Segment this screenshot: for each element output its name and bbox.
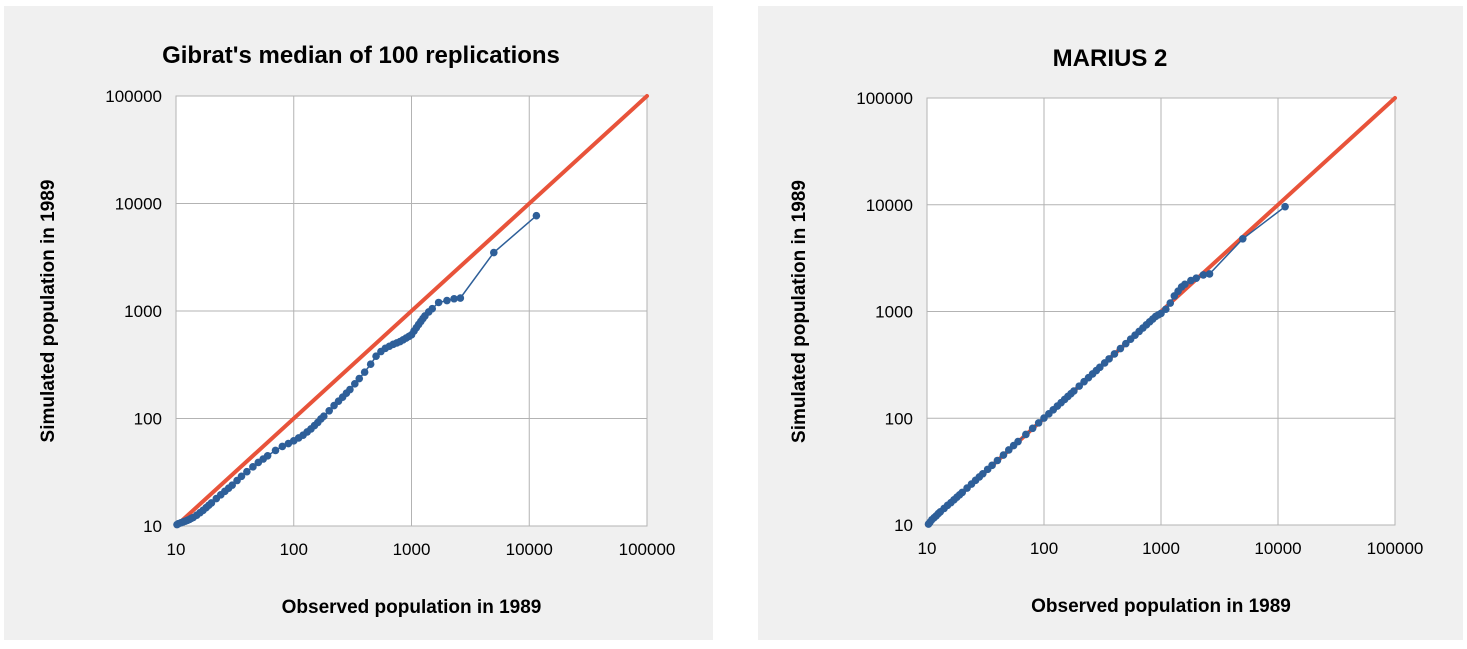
x-axis-label: Observed population in 1989 xyxy=(282,597,542,618)
data-point xyxy=(958,488,967,497)
data-point xyxy=(456,294,465,302)
data-point xyxy=(263,451,272,460)
chart-gibrat: 10 100 1000 10000 100000 10 100 1000 10000 100000… xyxy=(38,42,676,618)
x-tick-label: 10 xyxy=(918,539,937,558)
data-point xyxy=(1014,437,1022,446)
y-tick-label: 1000 xyxy=(875,303,913,322)
data-point xyxy=(988,461,996,470)
data-point xyxy=(1199,271,1208,279)
data-point xyxy=(979,469,987,478)
data-point xyxy=(1238,234,1247,243)
data-point xyxy=(207,499,216,507)
data-point xyxy=(450,294,458,303)
y-axis-label: Simulated population in 1989 xyxy=(789,180,810,443)
y-axis-label: Simulated population in 1989 xyxy=(38,180,59,443)
data-point xyxy=(1192,274,1201,283)
data-point xyxy=(346,385,354,394)
data-point xyxy=(443,296,451,305)
y-tick-label: 100 xyxy=(134,410,162,429)
x-tick-label: 10 xyxy=(167,540,186,559)
data-point xyxy=(993,456,1002,465)
y-tick-label: 10000 xyxy=(866,196,913,215)
data-point xyxy=(999,451,1008,459)
data-point xyxy=(1281,202,1289,211)
data-point xyxy=(360,368,369,376)
x-tick-label: 10000 xyxy=(506,540,553,559)
data-point xyxy=(325,406,333,415)
series-points xyxy=(173,211,541,529)
data-point xyxy=(351,380,359,388)
y-tick-label: 100000 xyxy=(856,89,913,108)
reference-line-identity xyxy=(174,94,649,528)
data-point xyxy=(532,211,541,220)
data-point xyxy=(243,467,251,476)
data-point xyxy=(1022,430,1030,439)
data-point xyxy=(355,374,364,383)
chart-panel-gibrat: 10 100 1000 10000 100000 10 100 1000 10000 100000… xyxy=(4,6,713,640)
chart-title: Gibrat's median of 100 replications xyxy=(162,42,560,69)
data-point xyxy=(428,304,437,313)
chart-marius: 10 100 1000 10000 100000 10 100 1000 10000 100000… xyxy=(789,45,1424,617)
y-tick-label: 100000 xyxy=(105,87,162,106)
x-axis-label: Observed population in 1989 xyxy=(1031,596,1291,617)
data-point xyxy=(278,442,287,451)
data-point xyxy=(237,472,246,481)
gridlines xyxy=(175,95,648,527)
data-point xyxy=(1105,355,1113,363)
x-tick-label: 100000 xyxy=(1367,539,1424,558)
data-point xyxy=(1075,382,1084,390)
x-tick-label: 1000 xyxy=(393,540,431,559)
y-tick-label: 100 xyxy=(885,409,913,428)
data-point xyxy=(1004,446,1013,454)
data-point xyxy=(1070,387,1078,395)
x-tick-label: 10000 xyxy=(1254,539,1301,558)
data-point xyxy=(1028,424,1037,433)
chart-panel-marius: 10 100 1000 10000 100000 10 100 1000 10000 100000… xyxy=(758,6,1463,640)
data-point xyxy=(320,412,328,421)
data-point xyxy=(1181,280,1189,289)
data-point xyxy=(1205,270,1214,278)
data-point xyxy=(366,360,375,368)
y-tick-label: 1000 xyxy=(124,302,162,321)
x-tick-label: 1000 xyxy=(1142,539,1180,558)
x-tick-label: 100 xyxy=(1030,539,1058,558)
data-point xyxy=(1166,299,1175,307)
data-point xyxy=(434,298,443,307)
data-point xyxy=(271,446,280,455)
data-point xyxy=(372,352,380,360)
data-point xyxy=(228,481,236,489)
y-tick-label: 10000 xyxy=(115,195,162,214)
data-point xyxy=(249,463,257,471)
y-tick-label: 10 xyxy=(143,517,162,536)
chart-title: MARIUS 2 xyxy=(1053,45,1168,72)
x-tick-label: 100 xyxy=(280,540,308,559)
data-point xyxy=(490,248,498,257)
series-points xyxy=(924,202,1289,528)
data-point xyxy=(1034,419,1043,427)
data-point xyxy=(1116,344,1125,353)
data-point xyxy=(1121,339,1130,348)
y-tick-label: 10 xyxy=(894,516,913,535)
data-point xyxy=(1096,363,1104,372)
data-point xyxy=(1110,350,1119,358)
data-point xyxy=(1162,305,1170,314)
x-tick-label: 100000 xyxy=(619,540,676,559)
